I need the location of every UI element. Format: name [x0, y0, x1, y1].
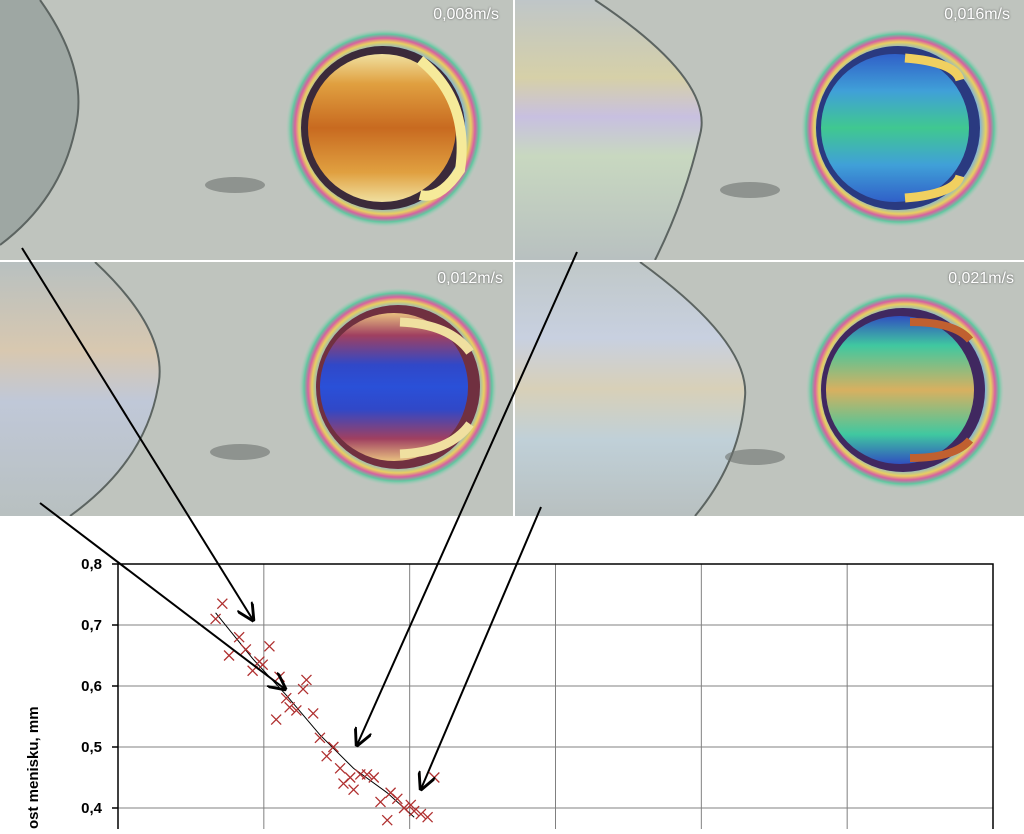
- data-point-marker: [368, 772, 380, 783]
- data-point-marker: [428, 772, 440, 783]
- data-point-marker: [284, 701, 296, 713]
- data-point-marker: [297, 683, 309, 695]
- data-point-marker: [216, 598, 228, 610]
- data-point-marker: [263, 640, 275, 652]
- y-tick-label: 0,6: [81, 678, 102, 695]
- y-tick-label: 0,8: [81, 556, 102, 573]
- data-point-marker: [408, 805, 420, 817]
- speed-label-4: 0,021m/s: [948, 270, 1014, 287]
- data-point-marker: [257, 659, 269, 671]
- y-tick-labels: 0,8 0,7 0,6 0,5 0,4: [81, 556, 118, 817]
- data-point-marker: [344, 772, 356, 783]
- data-point-marker: [270, 714, 282, 726]
- photo-panel-1-image: [0, 0, 513, 260]
- data-point-marker: [223, 650, 235, 661]
- data-point-marker: [247, 665, 259, 677]
- data-point-marker: [274, 671, 285, 683]
- chart-svg: 0,8 0,7 0,6 0,5 0,4 ost menisku, mm: [25, 556, 994, 834]
- photo-panel-4: 0,021m/s: [515, 262, 1024, 516]
- data-point-marker: [327, 741, 339, 753]
- speed-label-2: 0,016m/s: [944, 6, 1010, 23]
- data-point-marker: [391, 793, 403, 805]
- data-point-marker: [290, 704, 302, 716]
- meniscus-chart: 0,8 0,7 0,6 0,5 0,4 ost menisku, mm: [0, 516, 1024, 834]
- data-markers: [210, 598, 440, 826]
- speed-label-1: 0,008m/s: [433, 6, 499, 23]
- data-point-marker: [210, 613, 222, 625]
- data-point-marker: [280, 692, 292, 704]
- photo-panel-2-image: [515, 0, 1024, 260]
- y-tick-label: 0,4: [81, 800, 103, 817]
- data-point-marker: [321, 750, 333, 762]
- photo-panel-3: 0,012m/s: [0, 262, 513, 516]
- photo-panel-3-image: [0, 262, 513, 516]
- data-point-marker: [307, 707, 319, 719]
- data-point-marker: [381, 814, 393, 826]
- data-point-marker: [422, 811, 434, 823]
- data-point-marker: [415, 808, 427, 820]
- data-point-marker: [375, 796, 386, 808]
- data-point-marker: [398, 802, 410, 814]
- y-axis-label: ost menisku, mm: [25, 706, 42, 829]
- chart-grid: [118, 563, 993, 834]
- data-point-marker: [405, 799, 417, 811]
- data-point-marker: [314, 732, 326, 744]
- data-point-marker: [348, 784, 360, 796]
- data-point-marker: [240, 643, 252, 655]
- photo-panel-2: 0,016m/s: [515, 0, 1024, 260]
- y-tick-label: 0,7: [81, 617, 102, 634]
- data-point-marker: [334, 762, 346, 774]
- data-point-marker: [301, 674, 312, 686]
- photo-panel-1: 0,008m/s: [0, 0, 513, 260]
- data-point-marker: [361, 768, 373, 780]
- speed-label-3: 0,012m/s: [437, 270, 503, 287]
- photo-panel-4-image: [515, 262, 1024, 516]
- y-tick-label: 0,5: [81, 739, 102, 756]
